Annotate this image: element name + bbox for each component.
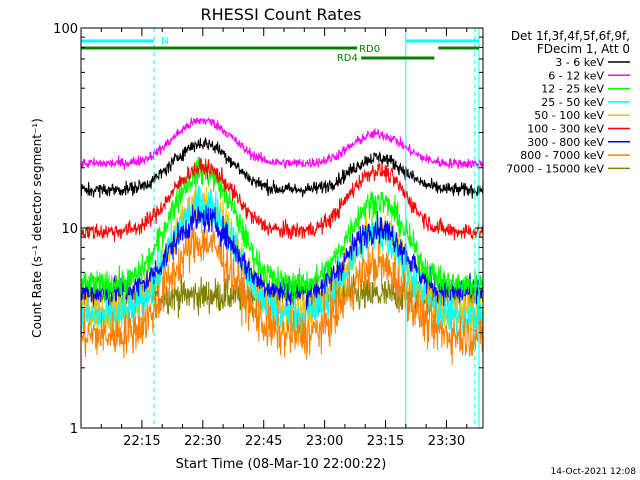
- legend-header-line-1: Det 1f,3f,4f,5f,6f,9f,: [511, 29, 630, 43]
- series-line-0: [81, 137, 483, 199]
- x-tick-label-2: 22:45: [245, 434, 282, 449]
- series-line-2: [81, 156, 483, 303]
- x-tick-label-5: 23:30: [428, 434, 465, 449]
- legend-label-2: 12 - 25 keV: [541, 83, 604, 96]
- x-axis-label: Start Time (08-Mar-10 22:00:22): [176, 457, 387, 472]
- chart-title: RHESSI Count Rates: [201, 5, 362, 24]
- legend-label-3: 25 - 50 keV: [541, 96, 604, 109]
- x-tick-label-1: 22:30: [184, 434, 221, 449]
- y-tick-label-0: 1: [70, 422, 78, 437]
- annotation-rd4: RD4: [337, 53, 358, 64]
- legend-label-5: 100 - 300 keV: [527, 123, 604, 136]
- legend-label-6: 300 - 800 keV: [527, 136, 604, 149]
- y-axis-label: Count Rate (s⁻¹ detector segment⁻¹): [30, 118, 44, 338]
- legend-label-7: 800 - 7000 keV: [520, 149, 604, 162]
- series-line-3: [81, 177, 483, 337]
- x-tick-label-4: 23:15: [367, 434, 404, 449]
- series-layer: [81, 117, 483, 365]
- legend-label-8: 7000 - 15000 keV: [506, 162, 604, 175]
- legend-label-0: 3 - 6 keV: [555, 56, 604, 69]
- x-tick-label-0: 22:15: [123, 434, 160, 449]
- footer-timestamp: 14-Oct-2021 12:08: [551, 467, 637, 477]
- y-tick-label-2: 100: [53, 22, 78, 37]
- ticks-layer: 22:15 22:30 22:45 23:00 23:15 23:30 1 10 100: [53, 22, 483, 449]
- annotation-rd0: RD0: [359, 44, 380, 55]
- y-tick-label-1: 10: [61, 222, 78, 237]
- legend: Det 1f,3f,4f,5f,6f,9f, FDecim 1, Att 0 3…: [506, 29, 630, 175]
- series-line-4: [81, 186, 483, 338]
- x-tick-label-3: 23:00: [306, 434, 343, 449]
- series-line-5: [81, 157, 483, 242]
- legend-label-1: 6 - 12 keV: [548, 69, 604, 82]
- annotation-n: N: [161, 36, 168, 47]
- series-line-7: [81, 225, 483, 365]
- legend-label-4: 50 - 100 keV: [534, 109, 604, 122]
- legend-header-line-2: FDecim 1, Att 0: [537, 42, 630, 56]
- series-line-1: [81, 117, 483, 171]
